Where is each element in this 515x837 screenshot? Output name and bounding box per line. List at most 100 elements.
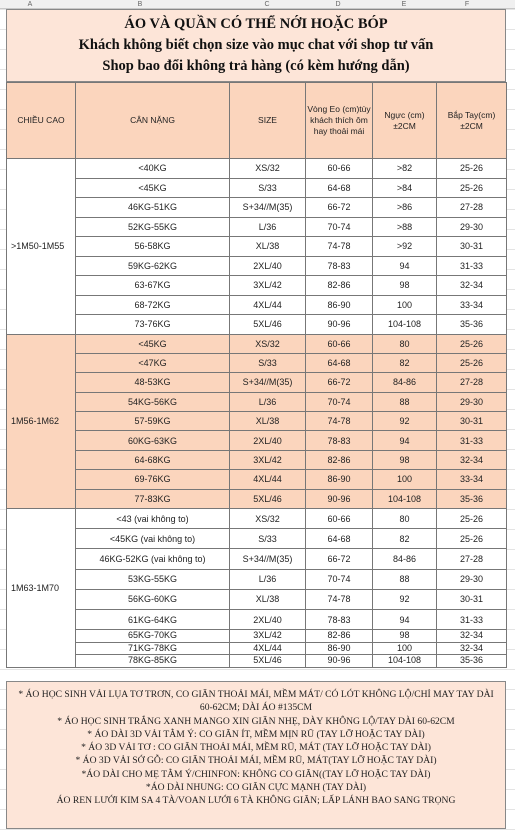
size-cell[interactable]: S/33 [229, 528, 306, 550]
column-header-e[interactable]: E [401, 1, 407, 8]
weight-cell[interactable]: 68-72KG [75, 294, 230, 315]
weight-cell[interactable]: 71KG-78KG [75, 641, 230, 656]
weight-cell[interactable]: 52KG-55KG [75, 216, 230, 237]
arm-cell[interactable]: 35-36 [436, 654, 507, 668]
arm-cell[interactable]: 27-28 [436, 372, 507, 393]
chest-cell[interactable]: 82 [372, 352, 437, 374]
chest-cell[interactable]: 92 [372, 588, 437, 610]
chest-cell[interactable]: 98 [372, 275, 437, 296]
weight-cell[interactable]: 46KG-51KG [75, 197, 230, 218]
waist-cell[interactable]: 70-74 [305, 216, 373, 237]
size-cell[interactable]: 3XL/42 [229, 275, 306, 296]
arm-cell[interactable]: 25-26 [436, 528, 507, 550]
size-cell[interactable]: S/33 [229, 352, 306, 374]
chest-cell[interactable]: 82 [372, 528, 437, 550]
size-cell[interactable]: L/36 [229, 216, 306, 237]
chest-cell[interactable]: 80 [372, 333, 437, 354]
chest-cell[interactable]: >84 [372, 177, 437, 198]
chest-cell[interactable]: 80 [372, 508, 437, 530]
size-cell[interactable]: L/36 [229, 391, 306, 413]
waist-cell[interactable]: 78-83 [305, 430, 373, 451]
weight-cell[interactable]: 65KG-70KG [75, 629, 230, 643]
chest-cell[interactable]: >86 [372, 197, 437, 218]
arm-cell[interactable]: 35-36 [436, 314, 507, 335]
column-header-b[interactable]: B [137, 1, 143, 8]
size-cell[interactable]: 2XL/40 [229, 608, 306, 631]
size-cell[interactable]: 4XL/44 [229, 641, 306, 656]
weight-cell[interactable]: 57-59KG [75, 411, 230, 432]
arm-cell[interactable]: 30-31 [436, 411, 507, 432]
waist-cell[interactable]: 78-83 [305, 255, 373, 276]
arm-cell[interactable]: 33-34 [436, 294, 507, 315]
size-cell[interactable]: XL/38 [229, 236, 306, 257]
arm-cell[interactable]: 25-26 [436, 177, 507, 198]
weight-cell[interactable]: <45KG [75, 177, 230, 198]
weight-cell[interactable]: 69-76KG [75, 469, 230, 490]
size-cell[interactable]: 5XL/46 [229, 488, 306, 510]
chest-cell[interactable]: 92 [372, 411, 437, 432]
header-waist[interactable]: Vòng Eo (cm)tùy khách thích ôm hay thoải… [305, 82, 373, 159]
column-header-a[interactable]: A [27, 1, 33, 8]
size-cell[interactable]: S+34//M(35) [229, 548, 306, 570]
header-size[interactable]: SIZE [229, 82, 306, 159]
waist-cell[interactable]: 86-90 [305, 294, 373, 315]
waist-cell[interactable]: 78-83 [305, 608, 373, 631]
size-cell[interactable]: 5XL/46 [229, 314, 306, 335]
header-weight[interactable]: CÂN NẶNG [75, 82, 230, 159]
waist-cell[interactable]: 86-90 [305, 469, 373, 490]
waist-cell[interactable]: 66-72 [305, 372, 373, 393]
weight-cell[interactable]: 77-83KG [75, 488, 230, 510]
waist-cell[interactable]: 86-90 [305, 641, 373, 656]
waist-cell[interactable]: 70-74 [305, 568, 373, 590]
size-cell[interactable]: 4XL/44 [229, 294, 306, 315]
waist-cell[interactable]: 64-68 [305, 352, 373, 374]
weight-cell[interactable]: <47KG [75, 352, 230, 374]
arm-cell[interactable]: 31-33 [436, 255, 507, 276]
weight-cell[interactable]: 60KG-63KG [75, 430, 230, 451]
arm-cell[interactable]: 27-28 [436, 548, 507, 570]
chest-cell[interactable]: 84-86 [372, 372, 437, 393]
chest-cell[interactable]: 104-108 [372, 654, 437, 668]
arm-cell[interactable]: 30-31 [436, 588, 507, 610]
waist-cell[interactable]: 64-68 [305, 177, 373, 198]
size-cell[interactable]: XS/32 [229, 158, 306, 179]
arm-cell[interactable]: 32-34 [436, 449, 507, 471]
weight-cell[interactable]: 64-68KG [75, 449, 230, 471]
arm-cell[interactable]: 29-30 [436, 216, 507, 237]
waist-cell[interactable]: 60-66 [305, 508, 373, 530]
weight-cell[interactable]: <40KG [75, 158, 230, 179]
weight-cell[interactable]: 48-53KG [75, 372, 230, 393]
weight-cell[interactable]: 54KG-56KG [75, 391, 230, 413]
arm-cell[interactable]: 31-33 [436, 430, 507, 451]
chest-cell[interactable]: 100 [372, 469, 437, 490]
size-cell[interactable]: XS/32 [229, 333, 306, 354]
waist-cell[interactable]: 90-96 [305, 488, 373, 510]
arm-cell[interactable]: 35-36 [436, 488, 507, 510]
weight-cell[interactable]: 56-58KG [75, 236, 230, 257]
waist-cell[interactable]: 90-96 [305, 654, 373, 668]
weight-cell[interactable]: 61KG-64KG [75, 608, 230, 631]
arm-cell[interactable]: 25-26 [436, 352, 507, 374]
waist-cell[interactable]: 66-72 [305, 197, 373, 218]
waist-cell[interactable]: 60-66 [305, 158, 373, 179]
arm-cell[interactable]: 32-34 [436, 641, 507, 656]
arm-cell[interactable]: 33-34 [436, 469, 507, 490]
chest-cell[interactable]: >88 [372, 216, 437, 237]
waist-cell[interactable]: 66-72 [305, 548, 373, 570]
waist-cell[interactable]: 64-68 [305, 528, 373, 550]
waist-cell[interactable]: 70-74 [305, 391, 373, 413]
arm-cell[interactable]: 25-26 [436, 333, 507, 354]
chest-cell[interactable]: 100 [372, 294, 437, 315]
weight-cell[interactable]: <43 (vai không to) [75, 508, 230, 530]
arm-cell[interactable]: 31-33 [436, 608, 507, 631]
weight-cell[interactable]: 59KG-62KG [75, 255, 230, 276]
chest-cell[interactable]: 88 [372, 568, 437, 590]
weight-cell[interactable]: 56KG-60KG [75, 588, 230, 610]
size-cell[interactable]: 3XL/42 [229, 629, 306, 643]
chest-cell[interactable]: 94 [372, 255, 437, 276]
waist-cell[interactable]: 82-86 [305, 449, 373, 471]
arm-cell[interactable]: 29-30 [436, 568, 507, 590]
size-cell[interactable]: 4XL/44 [229, 469, 306, 490]
height-group-cell[interactable]: 1M56-1M62 [6, 333, 76, 510]
arm-cell[interactable]: 32-34 [436, 629, 507, 643]
